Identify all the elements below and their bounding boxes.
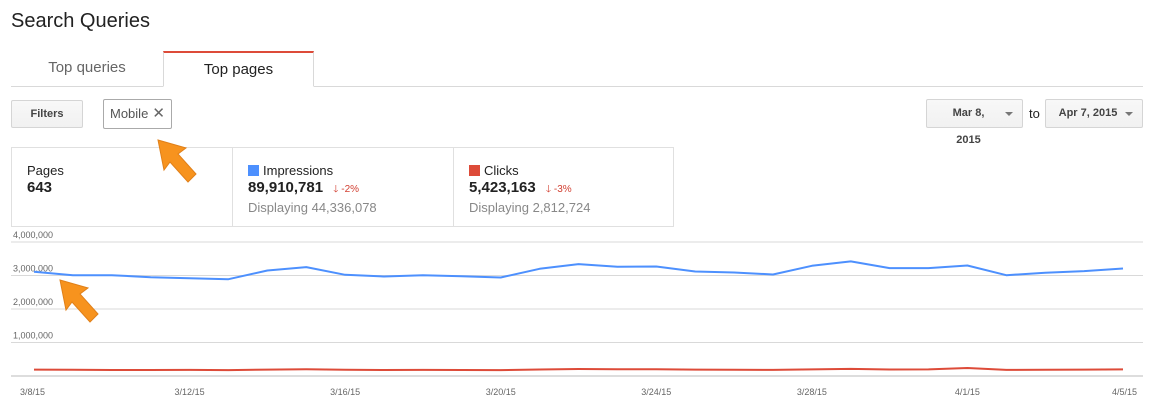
tab-top-pages[interactable]: Top pages: [163, 51, 314, 87]
end-date-label: Apr 7, 2015: [1058, 107, 1118, 119]
filter-chip-label: Mobile: [110, 106, 149, 121]
metric-value: 89,910,781: [248, 179, 324, 196]
page-title: Search Queries: [11, 10, 150, 32]
x-tick-label: 3/12/15: [175, 387, 205, 397]
chevron-down-icon: [1125, 112, 1133, 116]
metric-label: Pages: [27, 163, 64, 178]
x-tick-label: 3/28/15: [797, 387, 827, 397]
y-tick-label: 4,000,000: [13, 230, 53, 240]
close-icon[interactable]: ✕: [152, 105, 165, 122]
x-tick-label: 4/1/15: [955, 387, 980, 397]
tab-bar: Top queries Top pages: [11, 51, 1143, 87]
arrow-down-icon: 🡓: [333, 184, 339, 195]
start-date-button[interactable]: Mar 8, 2015: [926, 99, 1023, 146]
x-tick-label: 3/16/15: [330, 387, 360, 397]
metric-label-row: Clicks: [469, 163, 673, 178]
start-date-label: Mar 8, 2015: [952, 107, 985, 146]
line-chart: 4,000,000 3,000,000 2,000,000 1,000,000 3/8/…: [11, 230, 1143, 397]
metric-clicks[interactable]: Clicks 5,423,163 🡓 -3% Displaying 2,812,…: [454, 148, 673, 226]
series-line-impressions: [33, 260, 1124, 281]
metric-label: Clicks: [484, 163, 519, 178]
metric-label: Impressions: [263, 163, 334, 178]
tab-top-queries[interactable]: Top queries: [48, 59, 126, 76]
chevron-down-icon: [1005, 112, 1013, 116]
checkbox-icon[interactable]: [248, 165, 259, 176]
pointer-arrow-icon: [59, 279, 99, 323]
x-tick-label: 4/5/15: [1112, 387, 1137, 397]
y-tick-label: 2,000,000: [13, 297, 53, 307]
metrics-panel: Pages 643 Impressions 89,910,781 🡓 -2% D…: [11, 147, 674, 227]
delta-badge: 🡓 -2%: [333, 184, 359, 195]
metric-value-row: 89,910,781 🡓 -2%: [248, 179, 453, 199]
metric-subtext: Displaying 2,812,724: [469, 200, 591, 215]
pointer-arrow-icon: [157, 139, 197, 183]
delta-value: -3%: [553, 184, 572, 195]
metric-value: 643: [27, 179, 53, 196]
x-tick-label: 3/24/15: [641, 387, 671, 397]
delta-value: -2%: [341, 184, 360, 195]
x-tick-label: 3/8/15: [20, 387, 45, 397]
metric-value: 5,423,163: [469, 179, 536, 196]
metric-label-row: Impressions: [248, 163, 453, 178]
y-tick-label: 3,000,000: [13, 264, 53, 274]
filters-button[interactable]: Filters: [11, 100, 83, 128]
filter-chip-mobile: Mobile ✕: [103, 99, 172, 129]
series-line-clicks: [33, 367, 1124, 372]
y-tick-label: 1,000,000: [13, 331, 53, 341]
metric-subtext: Displaying 44,336,078: [248, 200, 377, 215]
date-range-separator: to: [1029, 106, 1040, 121]
arrow-down-icon: 🡓: [545, 184, 552, 195]
checkbox-icon[interactable]: [469, 165, 480, 176]
x-tick-label: 3/20/15: [486, 387, 516, 397]
metric-value-row: 5,423,163 🡓 -3%: [469, 179, 673, 199]
delta-badge: 🡓 -3%: [546, 184, 572, 195]
metric-pages[interactable]: Pages 643: [12, 148, 233, 226]
end-date-button[interactable]: Apr 7, 2015: [1045, 99, 1143, 128]
metric-impressions[interactable]: Impressions 89,910,781 🡓 -2% Displaying …: [233, 148, 454, 226]
